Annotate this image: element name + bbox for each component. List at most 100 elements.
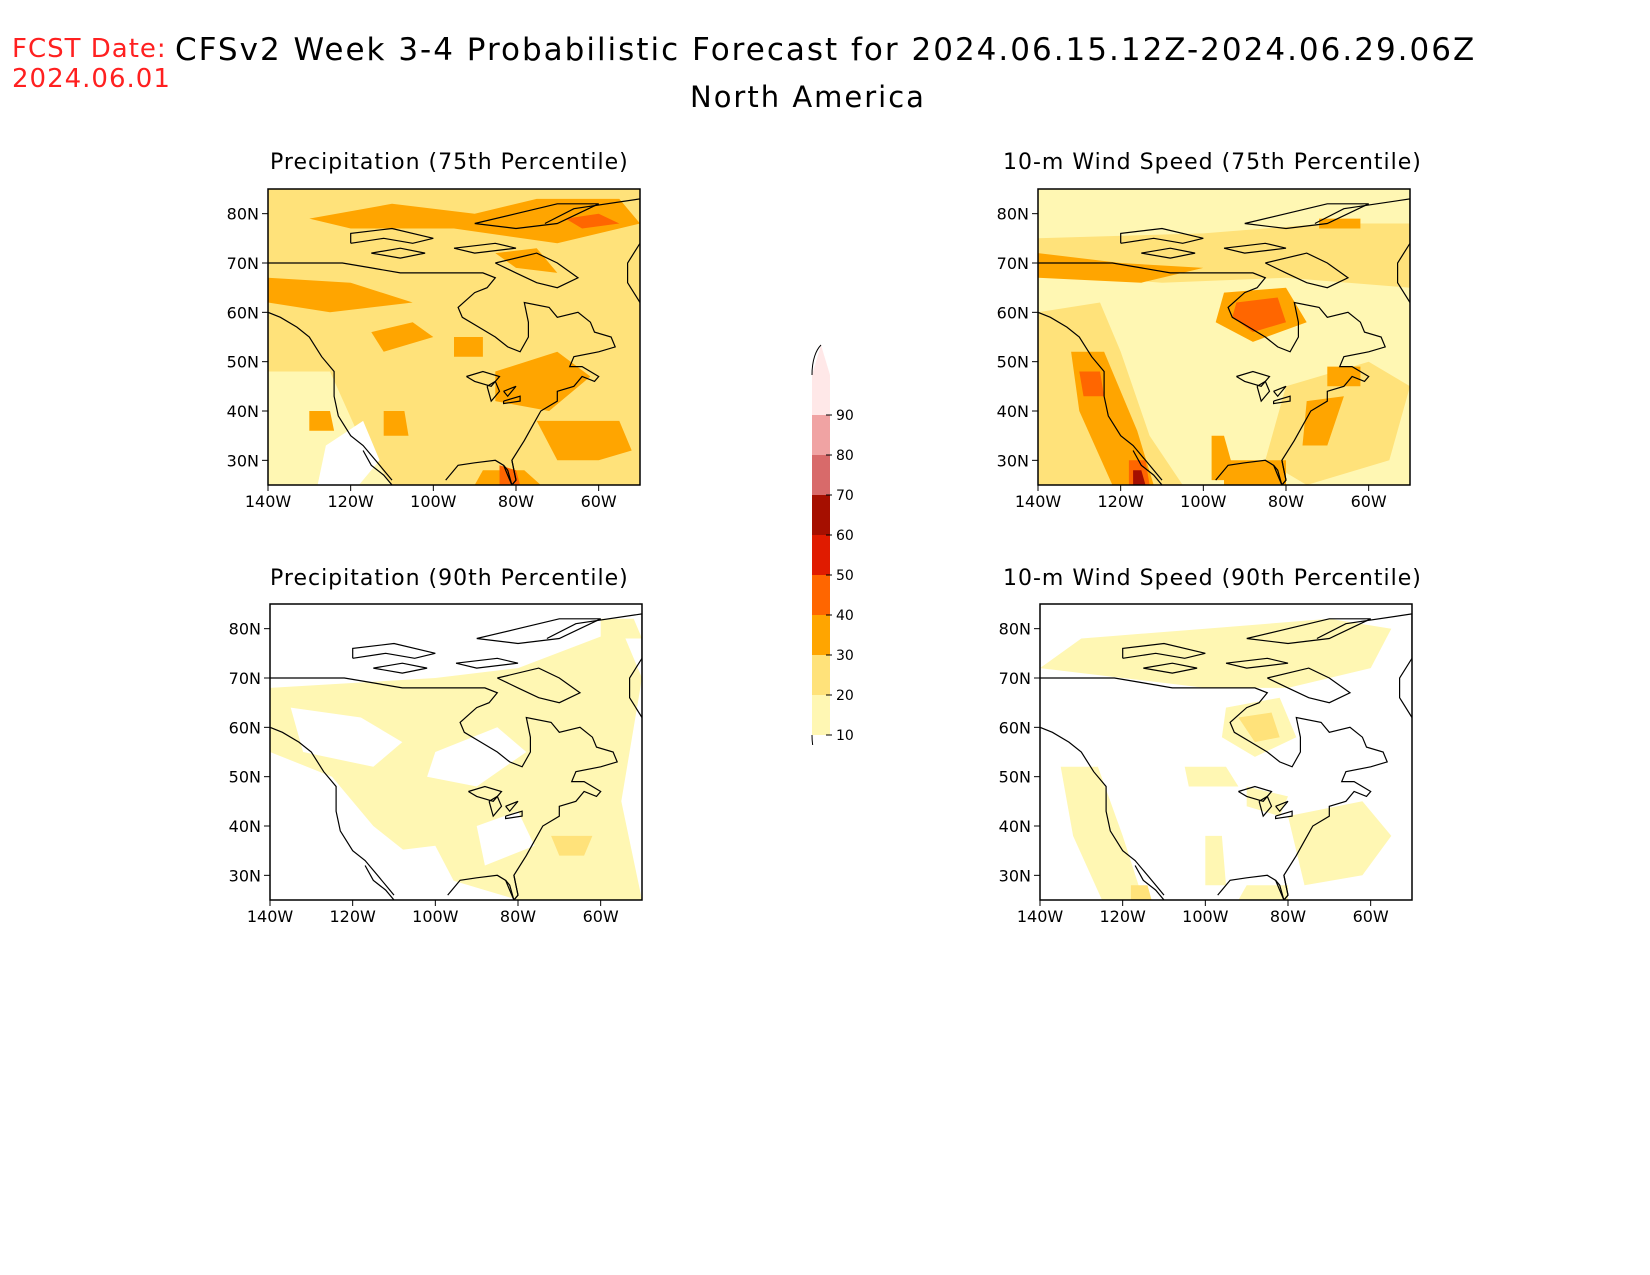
lat-tick-label: 80N xyxy=(999,620,1031,639)
lat-tick-label: 40N xyxy=(997,402,1029,421)
probability-contour xyxy=(1238,712,1280,743)
probability-contour xyxy=(1288,801,1392,886)
coastline xyxy=(1141,247,1196,259)
coastline xyxy=(350,227,434,244)
lon-tick-label: 140W xyxy=(245,492,292,511)
probability-contour xyxy=(394,845,456,900)
lat-tick-label: 40N xyxy=(229,817,261,836)
colorbar-segment xyxy=(812,455,830,495)
probability-contour xyxy=(565,213,620,229)
coastline xyxy=(371,247,426,259)
probability-contour xyxy=(268,277,413,313)
coastline xyxy=(1122,642,1206,659)
map-content: 80N 70N 60N 50N 40N 30N 140W 120W 100W 80W 60W xyxy=(229,603,643,926)
colorbar-segment xyxy=(812,655,830,695)
probability-contour xyxy=(600,618,642,639)
probability-contour xyxy=(476,811,535,866)
lon-tick-label: 60W xyxy=(1353,907,1389,926)
coastline xyxy=(362,450,393,485)
map-panel-wind90: 80N 70N 60N 50N 40N 30N 140W 120W 100W 80W 60W xyxy=(999,603,1413,926)
lat-tick-label: 70N xyxy=(229,669,261,688)
colorbar-label: 20 xyxy=(836,688,854,704)
coastline xyxy=(1273,385,1287,398)
probability-contour xyxy=(1038,253,1204,283)
coastline xyxy=(1314,198,1410,303)
lat-tick-label: 40N xyxy=(227,402,259,421)
probability-contour xyxy=(1079,371,1105,397)
colorbar-segment xyxy=(812,695,830,735)
colorbar-segment xyxy=(812,375,830,415)
coastline xyxy=(505,875,519,900)
coastline xyxy=(474,203,599,230)
panel-title-wind75: 10-m Wind Speed (75th Percentile) xyxy=(1003,150,1422,175)
coastline xyxy=(1038,311,1163,481)
coastline xyxy=(364,865,395,900)
probability-contour xyxy=(1319,218,1361,229)
probability-contour xyxy=(383,411,409,436)
coastline xyxy=(270,726,395,896)
lon-tick-label: 80W xyxy=(498,492,534,511)
lon-tick-label: 120W xyxy=(1099,907,1146,926)
lon-tick-label: 120W xyxy=(329,907,376,926)
lon-tick-label: 100W xyxy=(412,907,459,926)
probability-contour xyxy=(495,248,558,273)
coastline xyxy=(455,657,519,669)
lon-tick-label: 140W xyxy=(1015,492,1062,511)
coastline xyxy=(476,618,601,645)
panel-title-wind90: 10-m Wind Speed (90th Percentile) xyxy=(1003,566,1422,591)
coastline xyxy=(1267,667,1352,704)
probability-contour xyxy=(309,411,335,431)
map-content: 80N 70N 60N 50N 40N 30N 140W 120W 100W 80W 60W xyxy=(999,603,1413,926)
lat-tick-label: 50N xyxy=(999,768,1031,787)
probability-contour xyxy=(1327,366,1361,387)
coastline xyxy=(1275,875,1289,900)
lon-tick-label: 60W xyxy=(1351,492,1387,511)
colorbar-label: 90 xyxy=(836,408,854,424)
coastline xyxy=(1256,380,1271,403)
coastline xyxy=(1134,865,1165,900)
lon-tick-label: 100W xyxy=(1182,907,1229,926)
coastline xyxy=(503,385,517,398)
probability-contour xyxy=(1205,835,1226,886)
coastline xyxy=(486,380,501,403)
coastline xyxy=(268,311,393,481)
coastline xyxy=(488,795,503,818)
coastline xyxy=(373,662,428,674)
map-panel-wind75: 80N 70N 60N 50N 40N 30N 140W 120W 100W 80W 60W xyxy=(997,188,1411,511)
map-frame xyxy=(1037,188,1411,486)
map-frame xyxy=(1039,603,1413,901)
coastline xyxy=(1246,618,1371,645)
probability-contour xyxy=(1060,766,1144,900)
lon-tick-label: 120W xyxy=(327,492,374,511)
lat-tick-label: 80N xyxy=(227,205,259,224)
coastline xyxy=(1316,613,1412,718)
probability-contour xyxy=(536,420,632,461)
colorbar-label: 80 xyxy=(836,448,854,464)
probability-contour xyxy=(499,465,521,485)
lat-tick-label: 60N xyxy=(227,303,259,322)
map-panel-precip75: 80N 70N 60N 50N 40N 30N 140W 120W 100W 80W 60W xyxy=(227,188,641,511)
coastline xyxy=(352,642,436,659)
coastline xyxy=(1275,810,1293,820)
lon-tick-label: 100W xyxy=(1180,492,1227,511)
coastline xyxy=(1120,227,1204,244)
coastline xyxy=(1132,450,1163,485)
lat-tick-label: 30N xyxy=(227,451,259,470)
colorbar-label: 10 xyxy=(836,728,854,744)
colorbar-segment xyxy=(812,535,830,575)
lat-tick-label: 50N xyxy=(229,768,261,787)
lat-tick-label: 70N xyxy=(227,254,259,273)
coastline xyxy=(1223,242,1287,254)
lon-tick-label: 60W xyxy=(583,907,619,926)
lon-tick-label: 60W xyxy=(581,492,617,511)
colorbar-segment xyxy=(812,415,830,455)
colorbar-label: 60 xyxy=(836,528,854,544)
probability-contour xyxy=(1040,618,1392,688)
lat-tick-label: 30N xyxy=(997,451,1029,470)
map-panel-precip90: 80N 70N 60N 50N 40N 30N 140W 120W 100W 80W 60W xyxy=(229,603,643,926)
coastline xyxy=(546,613,642,718)
coastline xyxy=(503,395,521,405)
coastline xyxy=(1275,800,1289,813)
colorbar-label: 30 xyxy=(836,648,854,664)
lon-tick-label: 100W xyxy=(410,492,457,511)
